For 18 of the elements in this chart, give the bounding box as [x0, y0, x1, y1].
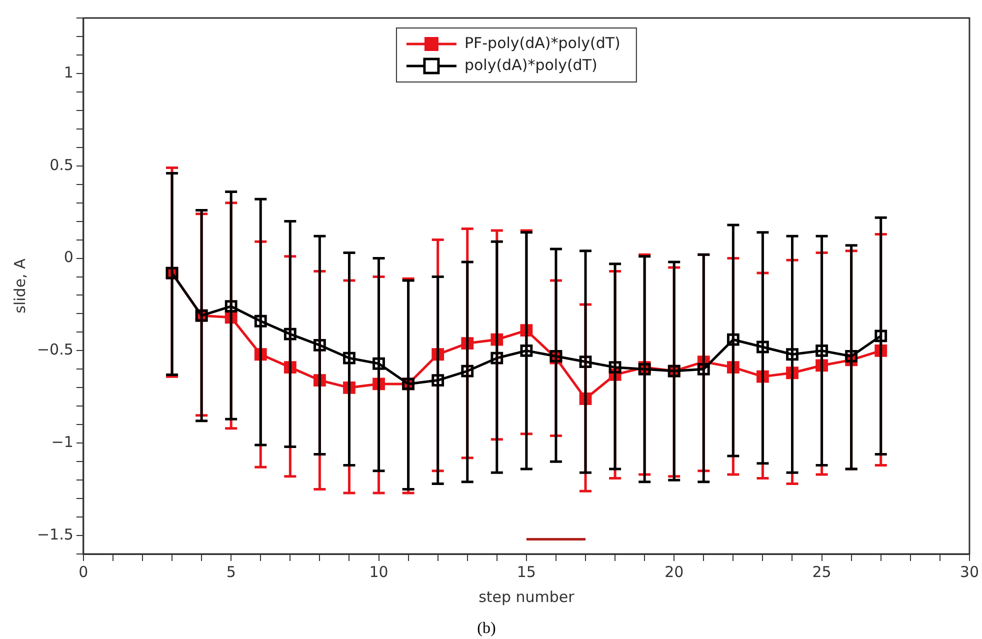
text: (b): [477, 620, 496, 638]
y-tick-label: 0.5: [50, 156, 74, 174]
x-axis-title: step number: [478, 588, 576, 606]
x-tick-label: 0: [78, 562, 88, 581]
y-axis-title: slide, A: [10, 258, 29, 314]
y-tick-label: 0: [64, 248, 74, 266]
legend-label: PF-poly(dA)*poly(dT): [464, 34, 620, 52]
x-tick-label: 20: [664, 562, 684, 581]
x-tick-label: 25: [812, 562, 832, 581]
legend-label: poly(dA)*poly(dT): [464, 56, 598, 74]
x-tick-label: 15: [516, 562, 536, 581]
y-tick-label: −1: [51, 432, 74, 451]
y-tick-label: −0.5: [36, 340, 74, 359]
y-tick-label: 1: [64, 63, 74, 82]
x-tick-label: 5: [226, 562, 236, 581]
y-tick-label: −1.5: [36, 525, 74, 544]
x-tick-label: 30: [960, 562, 980, 581]
x-tick-label: 10: [369, 562, 388, 581]
